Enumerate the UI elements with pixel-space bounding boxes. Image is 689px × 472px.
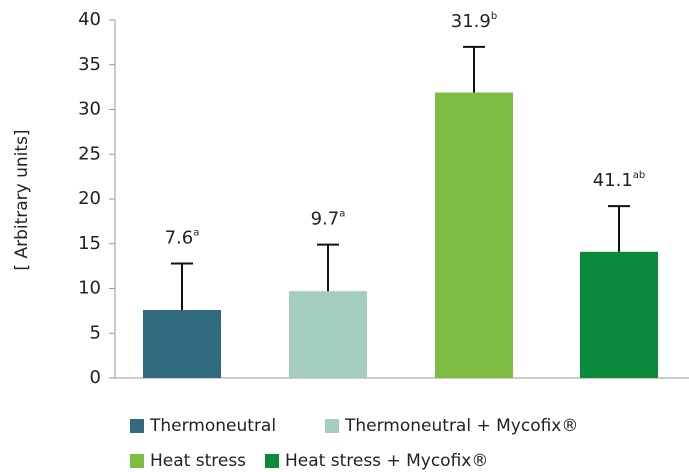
bar — [289, 291, 367, 378]
legend-swatch — [130, 454, 144, 468]
data-label-value: 31.9 — [451, 11, 491, 32]
data-label-sup: b — [491, 11, 497, 22]
data-label-sup: a — [339, 209, 345, 220]
y-tick-label: 10 — [78, 278, 101, 299]
legend-swatch — [130, 419, 144, 433]
y-tick-label: 15 — [78, 233, 101, 254]
data-label: 31.9b — [451, 11, 497, 32]
data-label: 9.7a — [311, 209, 346, 230]
y-axis-label: [ Arbitrary units] — [12, 129, 32, 270]
legend-swatch — [265, 454, 279, 468]
legend-label: Heat stress — [150, 451, 246, 471]
y-tick-label: 30 — [78, 99, 101, 120]
data-label-sup: ab — [633, 170, 645, 181]
data-label-value: 9.7 — [311, 209, 340, 230]
error-bar — [171, 262, 193, 310]
data-label-value: 7.6 — [165, 227, 194, 248]
y-tick-label: 0 — [90, 367, 101, 388]
error-bar — [608, 205, 630, 252]
error-bar — [317, 243, 339, 292]
y-tick-label: 5 — [90, 322, 101, 343]
y-tick-label: 35 — [78, 54, 101, 75]
bar — [143, 309, 221, 378]
y-tick-label: 40 — [78, 9, 101, 30]
bar — [435, 92, 513, 379]
data-label: 41.1ab — [593, 170, 646, 191]
legend-swatch — [325, 419, 339, 433]
data-label: 7.6a — [165, 227, 200, 248]
legend-label: Thermoneutral + Mycofix® — [344, 416, 578, 436]
legend-label: Thermoneutral — [149, 416, 276, 436]
legend-label: Heat stress + Mycofix® — [285, 451, 488, 471]
error-bar — [463, 45, 485, 93]
y-tick-label: 25 — [78, 143, 101, 164]
data-label-sup: a — [193, 227, 199, 238]
data-label-value: 41.1 — [593, 170, 633, 191]
y-tick-label: 20 — [78, 188, 101, 209]
bar — [580, 251, 658, 378]
